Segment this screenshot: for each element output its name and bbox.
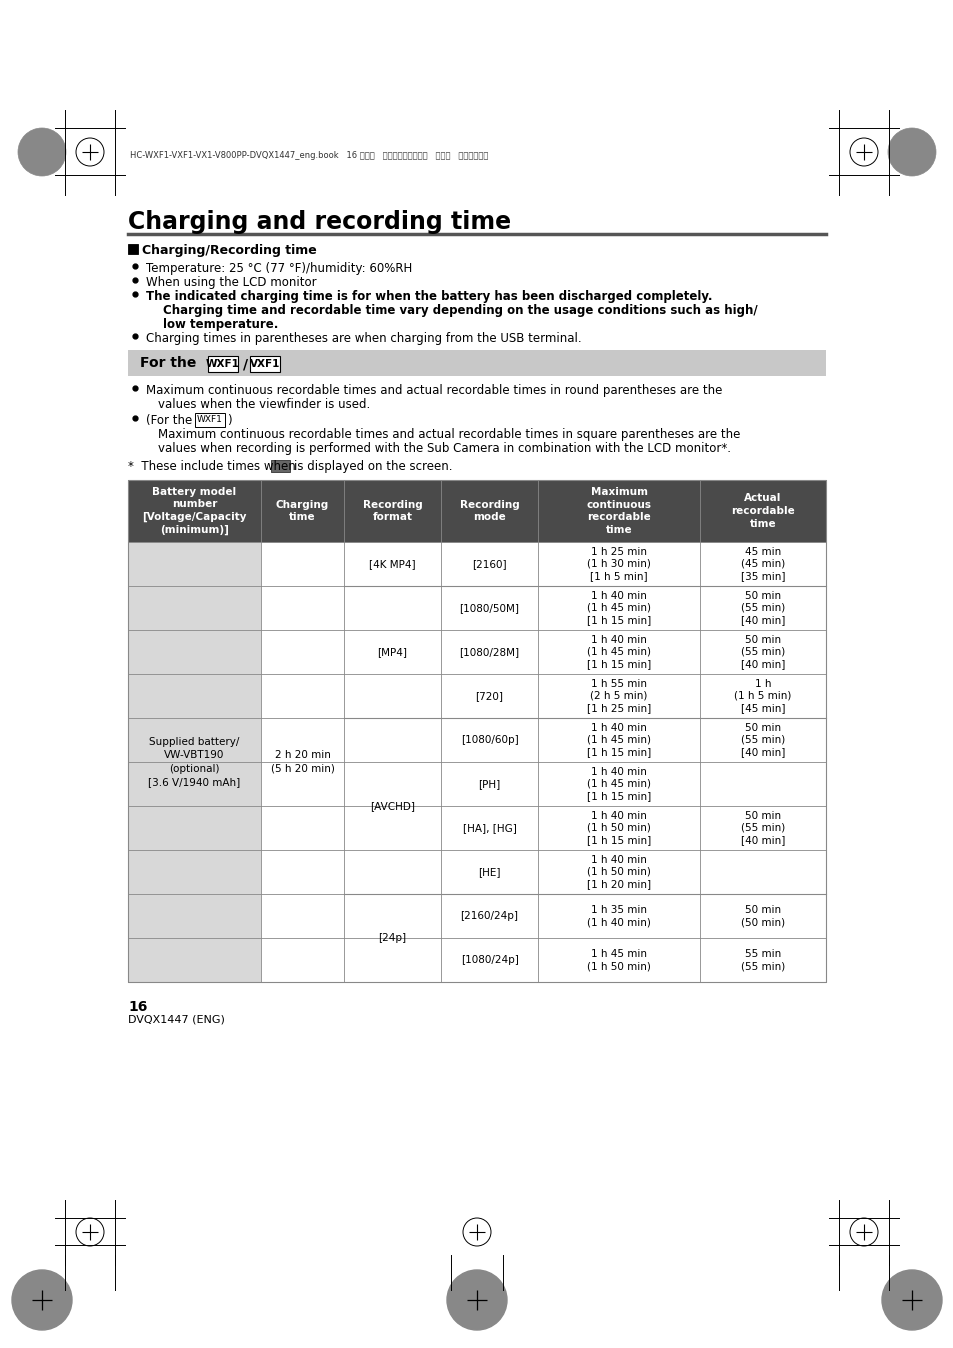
Text: DVQX1447 (ENG): DVQX1447 (ENG) <box>128 1015 225 1024</box>
Text: Supplied battery/
VW-VBT190
(optional)
[3.6 V/1940 mAh]: Supplied battery/ VW-VBT190 (optional) [… <box>149 737 240 787</box>
Text: [4K MP4]: [4K MP4] <box>369 559 416 569</box>
Text: 50 min
(55 min)
[40 min]: 50 min (55 min) [40 min] <box>740 810 784 845</box>
Text: [HE]: [HE] <box>477 867 500 878</box>
Text: 1 h 55 min
(2 h 5 min)
[1 h 25 min]: 1 h 55 min (2 h 5 min) [1 h 25 min] <box>586 678 651 713</box>
Text: WXF1: WXF1 <box>206 359 240 369</box>
FancyBboxPatch shape <box>272 460 291 472</box>
Text: Maximum continuous recordable times and actual recordable times in round parenth: Maximum continuous recordable times and … <box>146 384 721 398</box>
Text: ): ) <box>227 414 232 427</box>
Text: Recording
mode: Recording mode <box>459 500 519 523</box>
Text: Charging and recording time: Charging and recording time <box>128 210 511 235</box>
Text: (For the: (For the <box>146 414 193 427</box>
Text: Maximum
continuous
recordable
time: Maximum continuous recordable time <box>586 487 651 535</box>
Text: [720]: [720] <box>476 692 503 701</box>
Text: [HA], [HG]: [HA], [HG] <box>462 824 516 833</box>
Text: The indicated charging time is for when the battery has been discharged complete: The indicated charging time is for when … <box>146 290 712 303</box>
Text: 1 h 25 min
(1 h 30 min)
[1 h 5 min]: 1 h 25 min (1 h 30 min) [1 h 5 min] <box>586 546 650 581</box>
Text: /: / <box>243 357 249 371</box>
Text: Maximum continuous recordable times and actual recordable times in square parent: Maximum continuous recordable times and … <box>158 429 740 441</box>
Text: [PH]: [PH] <box>478 779 500 789</box>
Text: [2160]: [2160] <box>472 559 506 569</box>
Bar <box>128 938 825 981</box>
Text: 16: 16 <box>128 1000 147 1014</box>
Text: Charging time and recordable time vary depending on the usage conditions such as: Charging time and recordable time vary d… <box>163 305 757 317</box>
Text: [2160/24p]: [2160/24p] <box>460 911 518 921</box>
Text: Charging
time: Charging time <box>275 500 329 523</box>
Bar <box>128 244 138 253</box>
Circle shape <box>887 128 935 177</box>
Text: [1080/50M]: [1080/50M] <box>459 603 519 613</box>
Bar <box>261 542 343 981</box>
Text: 1 h 40 min
(1 h 45 min)
[1 h 15 min]: 1 h 40 min (1 h 45 min) [1 h 15 min] <box>586 635 651 670</box>
Text: 50 min
(55 min)
[40 min]: 50 min (55 min) [40 min] <box>740 590 784 625</box>
Text: values when the viewfinder is used.: values when the viewfinder is used. <box>158 398 370 411</box>
Bar <box>343 718 440 894</box>
Text: 2 h 20 min
(5 h 20 min): 2 h 20 min (5 h 20 min) <box>271 751 335 774</box>
Bar <box>128 586 825 630</box>
Text: [MP4]: [MP4] <box>377 647 407 656</box>
Bar <box>343 894 440 981</box>
Text: 1 h 40 min
(1 h 45 min)
[1 h 15 min]: 1 h 40 min (1 h 45 min) [1 h 15 min] <box>586 767 651 802</box>
Circle shape <box>447 1270 506 1330</box>
Bar <box>128 718 825 762</box>
Text: 50 min
(55 min)
[40 min]: 50 min (55 min) [40 min] <box>740 635 784 670</box>
Circle shape <box>12 1270 71 1330</box>
Text: 1 h 45 min
(1 h 50 min): 1 h 45 min (1 h 50 min) <box>586 949 650 971</box>
Text: 1 h 35 min
(1 h 40 min): 1 h 35 min (1 h 40 min) <box>586 905 650 927</box>
Bar <box>343 586 440 718</box>
Text: [24p]: [24p] <box>378 933 406 944</box>
Text: Recording
format: Recording format <box>362 500 422 523</box>
Circle shape <box>18 128 66 177</box>
Text: When using the LCD monitor: When using the LCD monitor <box>146 276 316 288</box>
Text: [AVCHD]: [AVCHD] <box>370 801 415 811</box>
Text: [1080/28M]: [1080/28M] <box>459 647 519 656</box>
Text: Charging times in parentheses are when charging from the USB terminal.: Charging times in parentheses are when c… <box>146 332 581 345</box>
Text: [1080/60p]: [1080/60p] <box>460 735 517 745</box>
Text: VXF1: VXF1 <box>250 359 280 369</box>
Bar <box>128 630 825 674</box>
Text: 1 h
(1 h 5 min)
[45 min]: 1 h (1 h 5 min) [45 min] <box>734 678 791 713</box>
Bar <box>128 762 825 806</box>
Bar <box>128 480 825 542</box>
Text: For the: For the <box>140 356 196 369</box>
Bar <box>128 894 825 938</box>
Text: HC-WXF1-VXF1-VX1-V800PP-DVQX1447_eng.book   16 ページ   ２０１８年２月５日   月曜日   午後２時１分: HC-WXF1-VXF1-VX1-V800PP-DVQX1447_eng.boo… <box>130 151 488 159</box>
Bar <box>128 674 825 718</box>
Text: Actual
recordable
time: Actual recordable time <box>730 493 794 528</box>
Text: 55 min
(55 min): 55 min (55 min) <box>740 949 784 971</box>
Text: 50 min
(55 min)
[40 min]: 50 min (55 min) [40 min] <box>740 723 784 758</box>
Bar <box>128 350 825 376</box>
Text: 1 h 40 min
(1 h 50 min)
[1 h 15 min]: 1 h 40 min (1 h 50 min) [1 h 15 min] <box>586 810 651 845</box>
Bar <box>128 480 825 981</box>
FancyBboxPatch shape <box>194 412 225 427</box>
Text: *  These include times when: * These include times when <box>128 460 295 473</box>
Text: Charging/Recording time: Charging/Recording time <box>142 244 316 257</box>
Text: [1080/24p]: [1080/24p] <box>460 954 518 965</box>
Text: 1 h 40 min
(1 h 45 min)
[1 h 15 min]: 1 h 40 min (1 h 45 min) [1 h 15 min] <box>586 590 651 625</box>
Text: low temperature.: low temperature. <box>163 318 278 332</box>
Bar <box>343 542 440 586</box>
Bar <box>128 542 825 586</box>
FancyBboxPatch shape <box>250 356 280 372</box>
Text: 45 min
(45 min)
[35 min]: 45 min (45 min) [35 min] <box>740 546 784 581</box>
Text: Temperature: 25 °C (77 °F)/humidity: 60%RH: Temperature: 25 °C (77 °F)/humidity: 60%… <box>146 262 412 275</box>
Bar <box>128 806 825 851</box>
Circle shape <box>882 1270 941 1330</box>
Bar <box>128 542 261 981</box>
Bar <box>128 851 825 894</box>
Text: 1 h 40 min
(1 h 45 min)
[1 h 15 min]: 1 h 40 min (1 h 45 min) [1 h 15 min] <box>586 723 651 758</box>
Text: is displayed on the screen.: is displayed on the screen. <box>294 460 452 473</box>
Text: Battery model
number
[Voltage/Capacity
(minimum)]: Battery model number [Voltage/Capacity (… <box>142 487 247 535</box>
Text: 1 h 40 min
(1 h 50 min)
[1 h 20 min]: 1 h 40 min (1 h 50 min) [1 h 20 min] <box>586 855 651 890</box>
Text: WXF1: WXF1 <box>197 415 223 425</box>
FancyBboxPatch shape <box>208 356 237 372</box>
Text: values when recording is performed with the Sub Camera in combination with the L: values when recording is performed with … <box>158 442 730 456</box>
Text: 50 min
(50 min): 50 min (50 min) <box>740 905 784 927</box>
